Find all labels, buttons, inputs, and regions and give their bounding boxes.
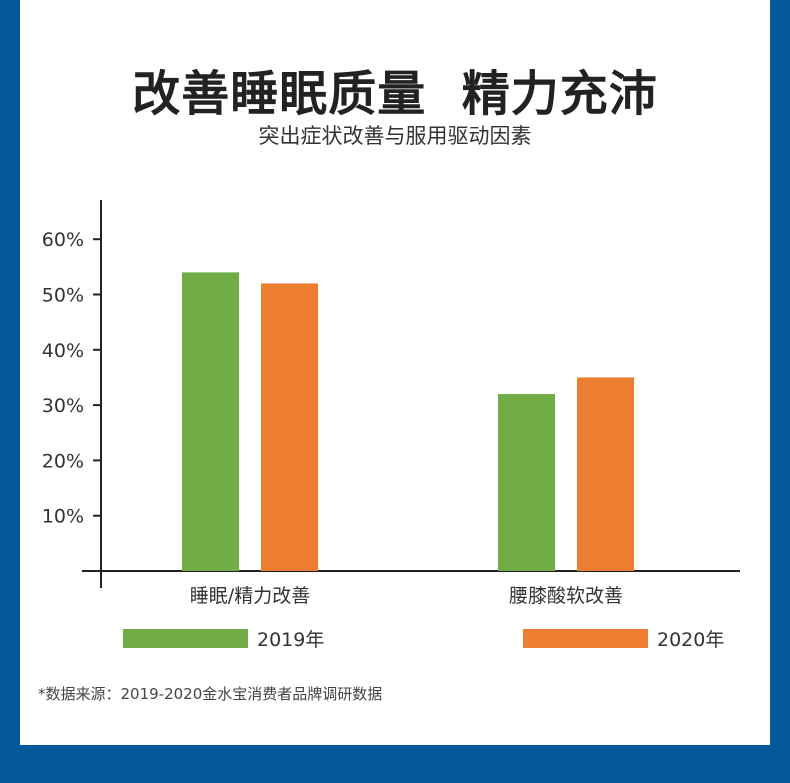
content-panel <box>20 0 770 745</box>
y-tick-label: 40% <box>42 340 84 362</box>
y-axis-ticks: 10% 20% 30% 40% 50% 60% <box>42 229 101 528</box>
legend-swatch <box>523 629 648 648</box>
page-subtitle: 突出症状改善与服用驱动因素 <box>258 124 532 148</box>
legend-label: 2019年 <box>257 629 324 651</box>
y-tick-label: 20% <box>42 450 84 472</box>
x-tick-label: 睡眠/精力改善 <box>190 585 310 607</box>
data-source-note: *数据来源：2019-2020金水宝消费者品牌调研数据 <box>38 685 383 703</box>
chart-legend: 2019年 2020年 <box>123 629 724 651</box>
y-tick-label: 60% <box>42 229 84 251</box>
bar-2019-waist <box>498 394 555 571</box>
bar-2020-sleep <box>261 283 318 571</box>
y-tick-label: 50% <box>42 285 84 307</box>
bar-2019-sleep <box>182 272 239 571</box>
x-axis-labels: 睡眠/精力改善 腰膝酸软改善 <box>190 585 623 607</box>
legend-swatch <box>123 629 248 648</box>
y-tick-label: 10% <box>42 506 84 528</box>
y-tick-label: 30% <box>42 395 84 417</box>
page-title: 改善睡眠质量 精力充沛 <box>132 66 658 122</box>
chart-bars <box>182 272 634 571</box>
legend-label: 2020年 <box>657 629 724 651</box>
bar-2020-waist <box>577 377 634 571</box>
x-tick-label: 腰膝酸软改善 <box>509 585 623 607</box>
chart-axes <box>82 200 740 588</box>
